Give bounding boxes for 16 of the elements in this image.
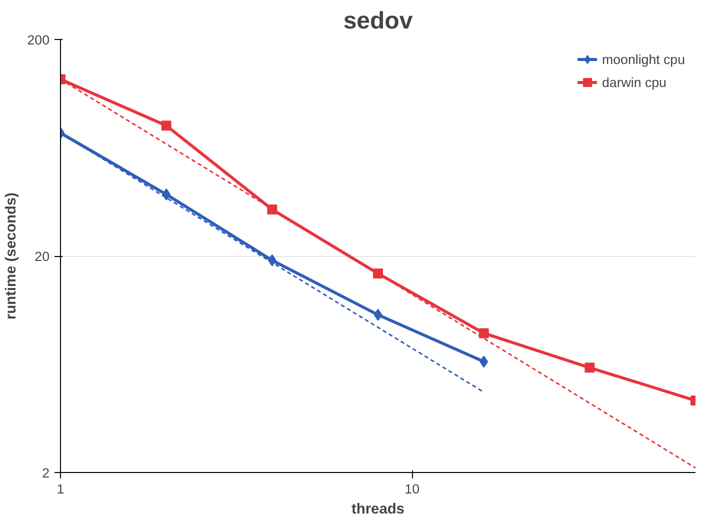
legend-label: darwin cpu (602, 74, 666, 90)
point (478, 328, 489, 338)
legend-label: moonlight cpu (602, 52, 685, 66)
point (584, 362, 595, 373)
x-axis-title: threads (352, 502, 404, 518)
x-tick-label: 1 (56, 482, 64, 496)
y-tick-label: 200 (27, 32, 50, 48)
point (373, 268, 383, 279)
y-tick-label: 2 (42, 466, 50, 480)
point (267, 204, 278, 214)
point (374, 308, 382, 321)
point (161, 120, 172, 131)
x-tick-label: 10 (404, 482, 420, 496)
chart-title: sedov (343, 8, 414, 34)
y-axis-title: runtime (seconds) (3, 192, 20, 320)
y-tick-label: 20 (34, 249, 50, 264)
